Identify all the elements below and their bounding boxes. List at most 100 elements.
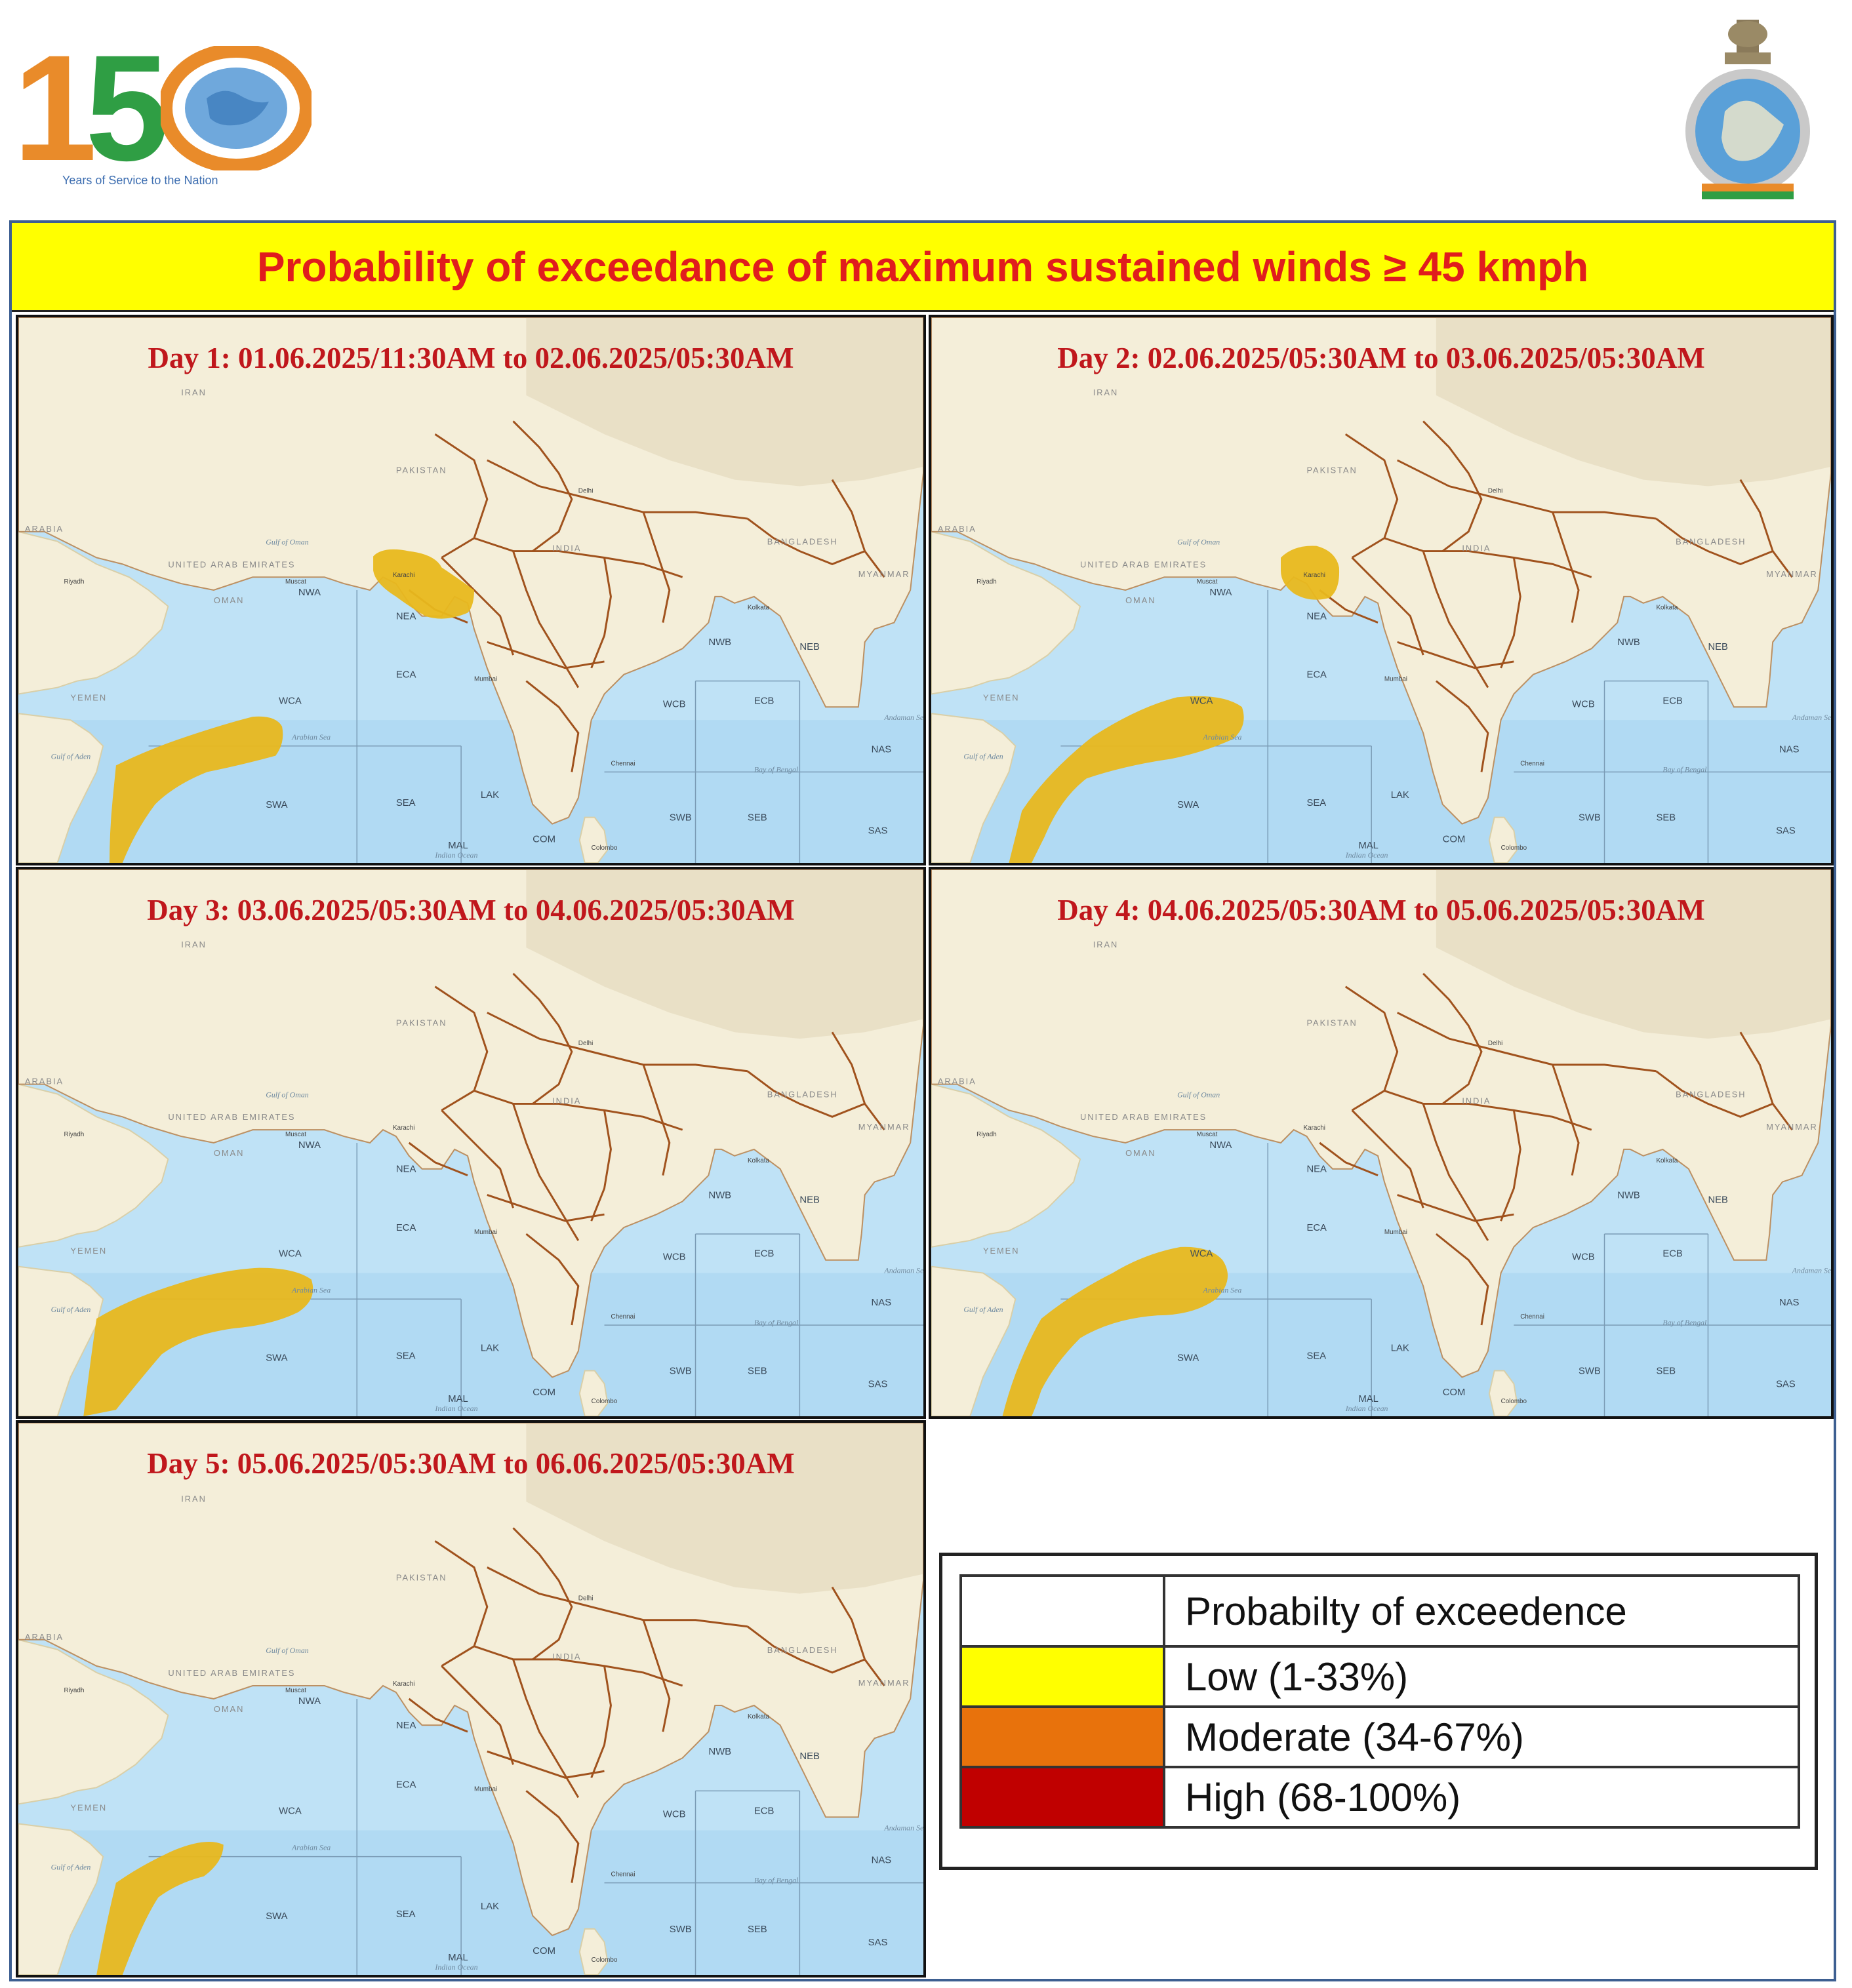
sea-region-label: NAS bbox=[872, 1855, 892, 1866]
sea-region-label: SEA bbox=[396, 1351, 416, 1362]
deep-sea-band bbox=[931, 720, 1831, 863]
state-boundary bbox=[1384, 1090, 1592, 1131]
sea-region-label: NWA bbox=[298, 587, 321, 598]
country-label: ARABIA bbox=[938, 1077, 976, 1086]
sea-region-label: SWA bbox=[1177, 1353, 1199, 1364]
state-boundary bbox=[441, 1109, 514, 1208]
sea-region-label: SEB bbox=[1656, 1366, 1676, 1376]
state-boundary bbox=[1435, 680, 1489, 772]
state-boundary bbox=[408, 1698, 468, 1733]
sea-region-label: MAL bbox=[448, 1952, 468, 1963]
sea-region-label: SAS bbox=[868, 1937, 888, 1948]
water-body-label: Gulf of Aden bbox=[51, 1863, 91, 1872]
city-label: Muscat bbox=[285, 578, 306, 586]
city-label: Delhi bbox=[1488, 487, 1502, 494]
map-panel-day-2: NWA NEA ECA WCA SWA SEA LAK MAL COM WCB ECB NWB NEB S… bbox=[929, 315, 1834, 865]
logo-tagline: Years of Service to the Nation bbox=[62, 174, 218, 187]
legend-table: Probabilty of exceedence Low (1-33%) Mod… bbox=[959, 1574, 1800, 1829]
sea-region-label: NAS bbox=[1779, 745, 1800, 755]
city-label: Chennai bbox=[1520, 760, 1544, 767]
water-body-label: Gulf of Aden bbox=[51, 752, 91, 761]
land-mass bbox=[578, 816, 609, 863]
city-label: Mumbai bbox=[1384, 1229, 1407, 1236]
country-label: UNITED ARAB EMIRATES bbox=[168, 1112, 295, 1122]
country-label: PAKISTAN bbox=[396, 466, 447, 475]
state-boundary bbox=[1739, 479, 1793, 578]
city-label: Chennai bbox=[611, 1313, 635, 1321]
city-label: Colombo bbox=[592, 845, 618, 852]
sea-region-label: SEA bbox=[1306, 1351, 1326, 1362]
country-label: YEMEN bbox=[70, 1802, 107, 1812]
sea-region-label: COM bbox=[1443, 1387, 1466, 1398]
country-label: UNITED ARAB EMIRATES bbox=[1080, 1112, 1207, 1122]
sea-region-label: SAS bbox=[868, 825, 888, 836]
country-label: PAKISTAN bbox=[1306, 1018, 1357, 1027]
sea-region-label: NWB bbox=[1617, 1190, 1640, 1201]
water-body-label: Gulf of Aden bbox=[51, 1305, 91, 1314]
country-label: MYANMAR bbox=[858, 1122, 910, 1132]
water-body-label: Bay of Bengal bbox=[754, 765, 799, 774]
city-label: Chennai bbox=[611, 760, 635, 767]
legend-header-row: Probabilty of exceedence bbox=[959, 1574, 1800, 1648]
base-map: NWA NEA ECA WCA SWA SEA LAK MAL COM WCB ECB NWB NEB S… bbox=[931, 869, 1831, 1416]
state-boundary bbox=[434, 985, 489, 1111]
country-label: INDIA bbox=[1462, 544, 1491, 553]
day-label: Day 5: 05.06.2025/05:30AM to 06.06.2025/… bbox=[147, 1447, 795, 1480]
sea-region-label: ECA bbox=[1306, 670, 1327, 681]
state-boundary bbox=[1344, 985, 1399, 1111]
state-boundary bbox=[525, 1233, 580, 1326]
water-body-label: Arabian Sea bbox=[291, 1285, 331, 1294]
land-mass bbox=[578, 1928, 609, 1975]
sea-region-label: SEA bbox=[396, 1909, 416, 1920]
country-label: UNITED ARAB EMIRATES bbox=[1080, 559, 1207, 569]
city-label: Delhi bbox=[578, 487, 594, 494]
sea-region-label: NWA bbox=[298, 1140, 321, 1151]
legend-label-moderate: Moderate (34-67%) bbox=[1163, 1705, 1800, 1768]
sea-region-label: LAK bbox=[481, 790, 499, 801]
country-label: PAKISTAN bbox=[1306, 466, 1357, 475]
state-boundary bbox=[1397, 641, 1514, 669]
legend-row-high: High (68-100%) bbox=[959, 1766, 1800, 1829]
country-label: ARABIA bbox=[25, 1077, 64, 1086]
state-boundary bbox=[642, 511, 671, 623]
water-body-label: Arabian Sea bbox=[1203, 1285, 1242, 1294]
water-body-label: Bay of Bengal bbox=[754, 1318, 799, 1327]
water-body-label: Gulf of Oman bbox=[1177, 1090, 1220, 1099]
sea-region-label: WCB bbox=[1572, 699, 1595, 709]
state-boundary bbox=[441, 1665, 514, 1765]
country-label: MYANMAR bbox=[858, 569, 910, 579]
country-label: OMAN bbox=[214, 1704, 245, 1714]
water-body-label: Gulf of Oman bbox=[1177, 538, 1220, 547]
city-label: Muscat bbox=[1197, 1131, 1218, 1138]
state-boundary bbox=[1500, 557, 1521, 669]
imd-emblem-logo bbox=[1679, 20, 1817, 203]
sea-region-label: LAK bbox=[481, 1901, 499, 1912]
city-label: Mumbai bbox=[474, 1785, 497, 1793]
base-map: NWA NEA ECA WCA SWA SEA LAK MAL COM WCB ECB NWB NEB S… bbox=[18, 869, 923, 1416]
sea-region-label: NEA bbox=[1306, 1164, 1327, 1175]
city-label: Muscat bbox=[285, 1687, 306, 1694]
state-boundary bbox=[1397, 1194, 1514, 1222]
state-boundary bbox=[831, 1031, 885, 1131]
city-label: Chennai bbox=[611, 1871, 635, 1879]
sea-region-label: COM bbox=[533, 1945, 555, 1957]
legend-header: Probabilty of exceedence bbox=[1163, 1574, 1800, 1648]
sea-region-label: WCA bbox=[1190, 1249, 1213, 1260]
water-body-label: Gulf of Oman bbox=[266, 1646, 309, 1655]
country-label: PAKISTAN bbox=[396, 1018, 447, 1027]
sea-region-label: NEB bbox=[1708, 642, 1728, 652]
state-boundary bbox=[473, 1645, 683, 1687]
sea-region-label: WCB bbox=[663, 1808, 686, 1819]
sea-region-label: SWB bbox=[670, 1924, 692, 1935]
state-boundary bbox=[1422, 972, 1483, 1105]
sea-region-label: MAL bbox=[1358, 1394, 1378, 1404]
land-mass bbox=[18, 1083, 169, 1248]
country-label: INDIA bbox=[552, 1096, 581, 1105]
country-label: BANGLADESH bbox=[767, 1645, 838, 1655]
state-boundary bbox=[1552, 511, 1580, 623]
day-label: Day 2: 02.06.2025/05:30AM to 03.06.2025/… bbox=[1057, 342, 1705, 374]
sea-region-label: MAL bbox=[448, 1394, 468, 1404]
legend-header-swatch bbox=[959, 1574, 1165, 1648]
country-label: OMAN bbox=[214, 1148, 245, 1158]
country-label: INDIA bbox=[552, 544, 581, 553]
